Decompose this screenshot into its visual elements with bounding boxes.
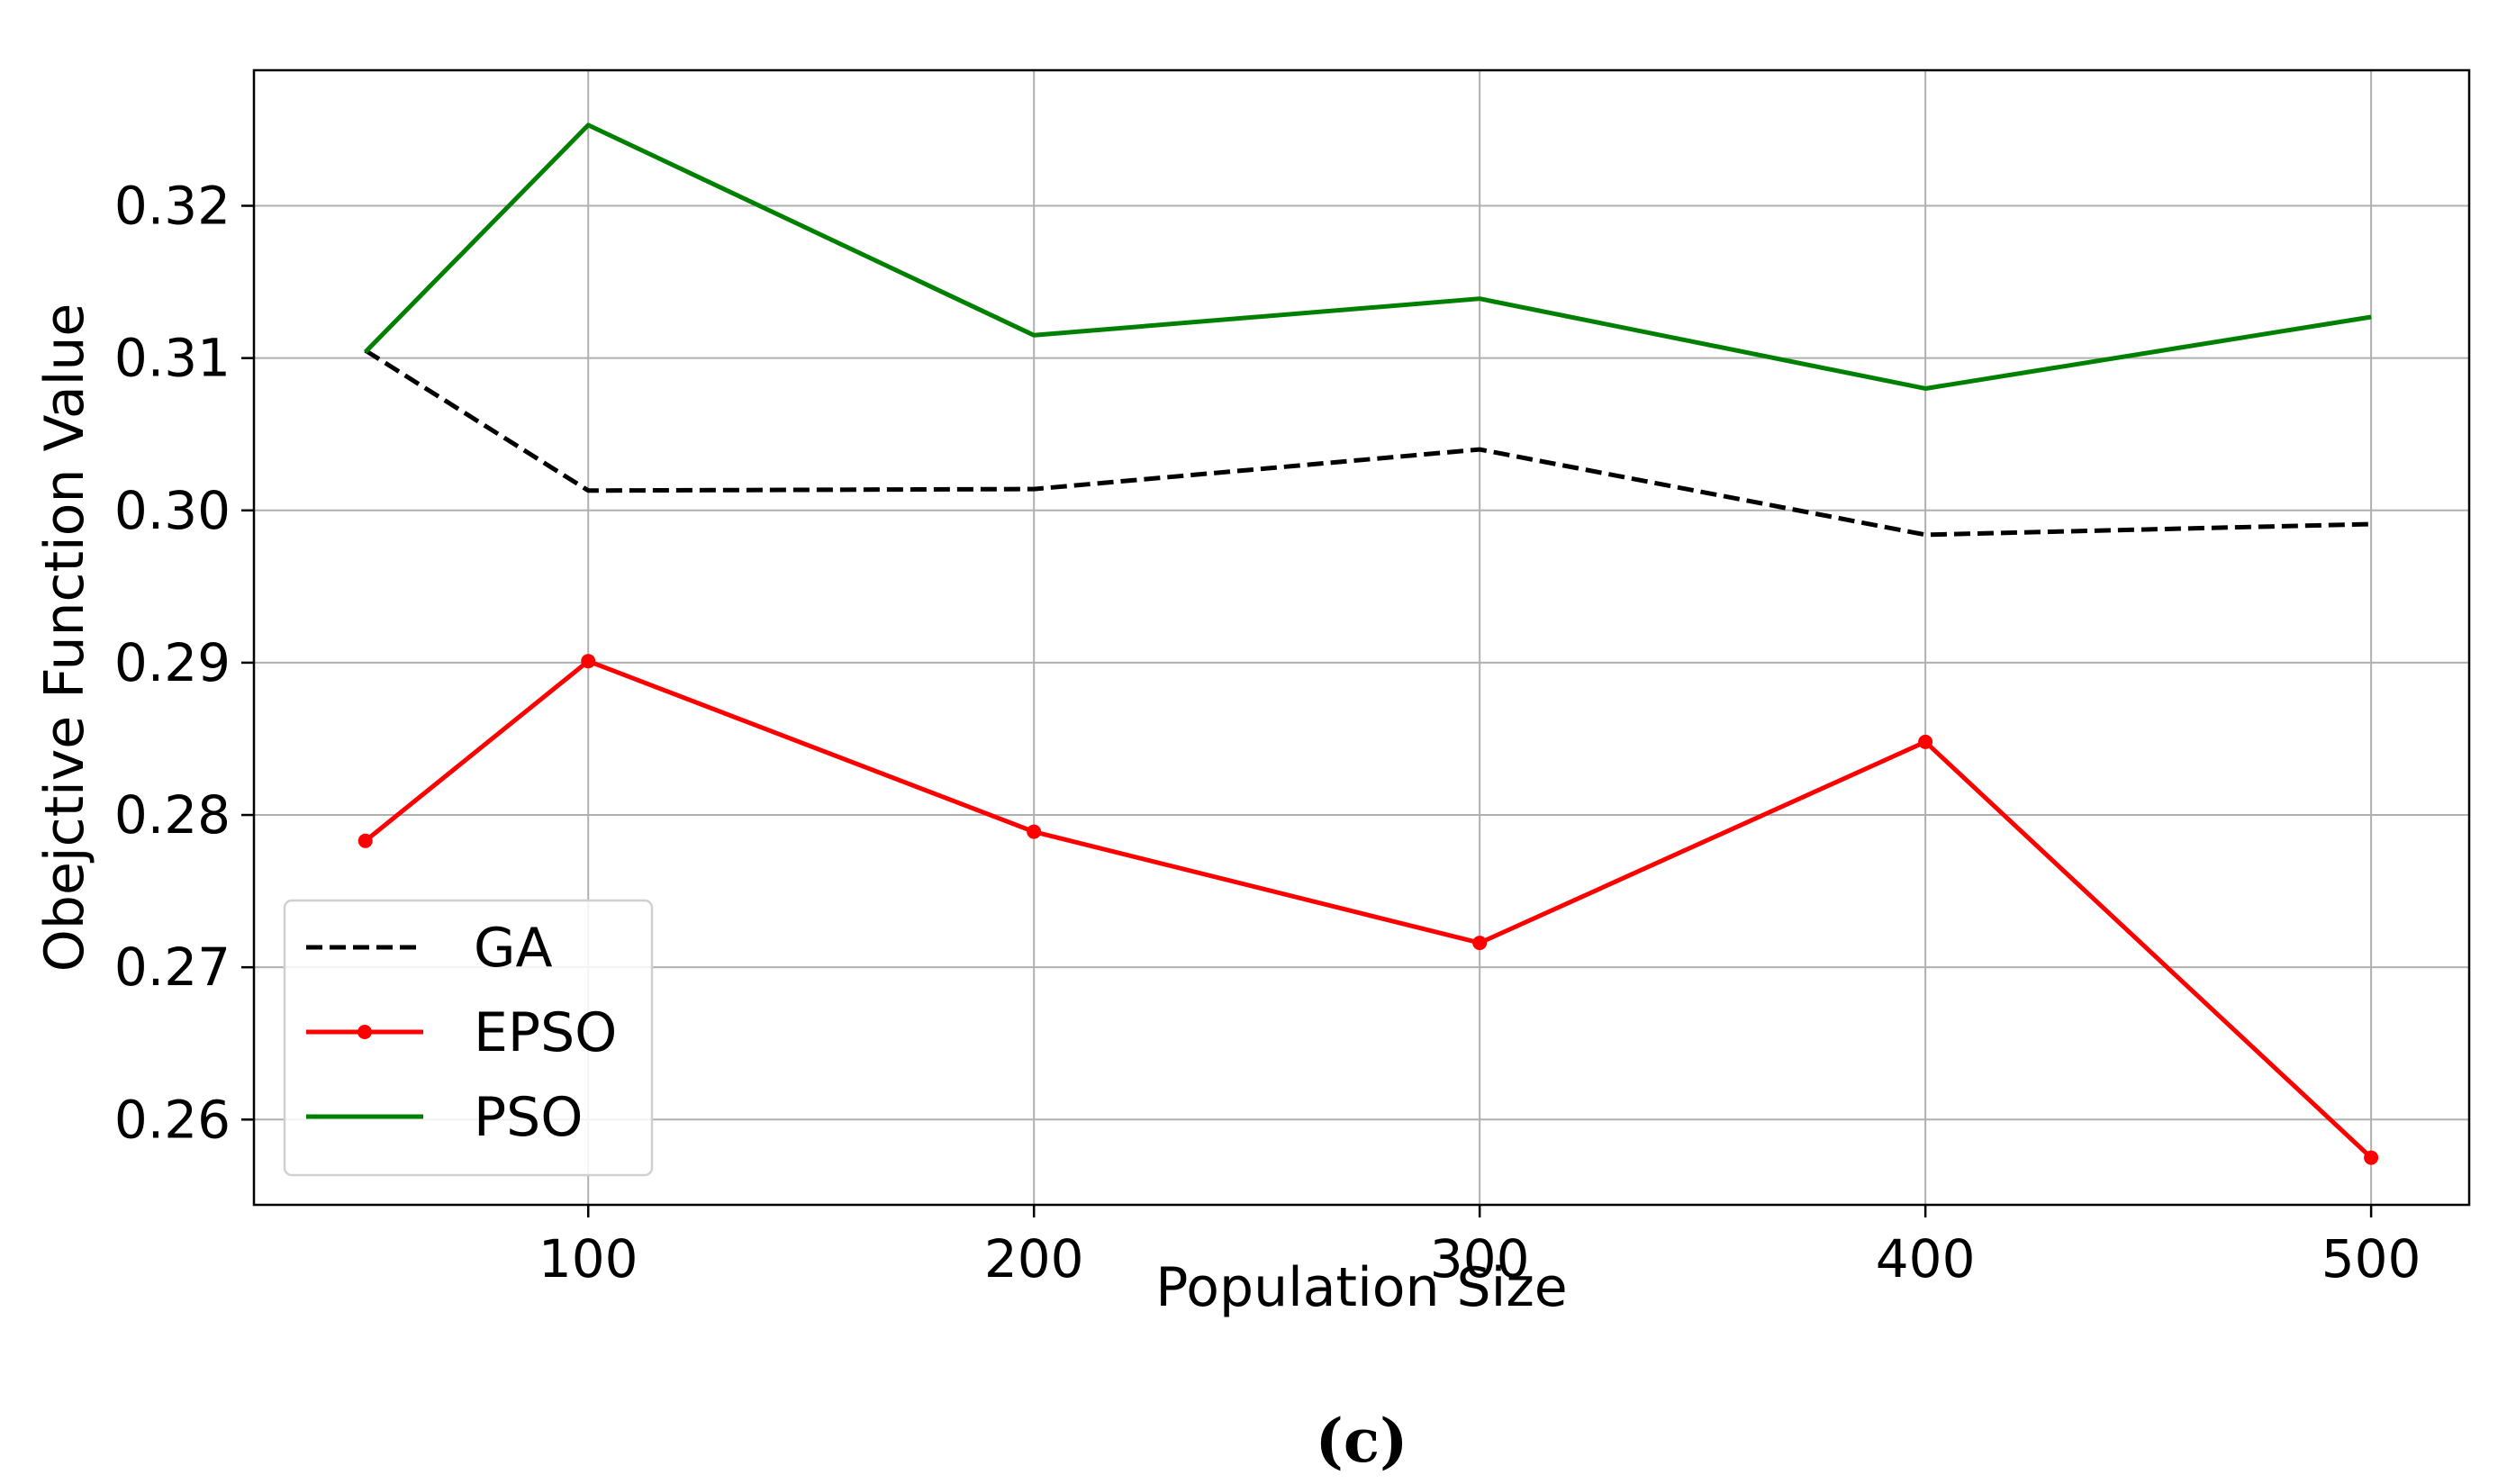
series-layer [357,122,2379,1165]
data-point-epso [357,833,373,848]
data-point-epso [581,654,596,669]
x-tick-label: 500 [2321,1228,2421,1289]
figure-caption: (c) [1316,1406,1408,1476]
series-line-ga [364,348,2372,538]
x-axis-label: Population Size [1155,1256,1567,1319]
y-tick-label: 0.26 [114,1089,231,1150]
data-point-epso [1027,824,1042,839]
x-tick-label: 200 [984,1228,1084,1289]
y-tick-label: 0.29 [114,632,231,693]
tick-layer: 100 200 300 400 500 0.26 0.27 0.28 0.29 0.30 0.31 0… [114,176,2421,1289]
legend-box [283,899,654,1177]
data-point-epso [2364,1150,2379,1165]
x-tick-label: 300 [1430,1228,1530,1289]
legend: GA EPSO PSO [283,899,654,1177]
legend-label-pso: PSO [474,1086,584,1149]
legend-label-ga: GA [474,917,553,980]
x-tick-label: 400 [1876,1228,1976,1289]
plot-frame [252,68,2471,1207]
data-point-epso [1918,734,1933,749]
y-tick-label: 0.32 [114,176,231,237]
legend-label-epso: EPSO [474,1001,617,1064]
data-point-epso [1472,936,1488,951]
series-line-epso [364,658,2373,1160]
y-tick-label: 0.31 [114,328,231,389]
series-line-pso [363,122,2372,391]
y-tick-label: 0.27 [114,937,231,998]
y-tick-label: 0.28 [114,784,231,846]
x-tick-label: 100 [539,1228,638,1289]
legend-marker-epso [357,1025,372,1039]
y-axis-label: Obejctive Function Value [33,303,96,973]
y-tick-label: 0.30 [114,480,231,541]
